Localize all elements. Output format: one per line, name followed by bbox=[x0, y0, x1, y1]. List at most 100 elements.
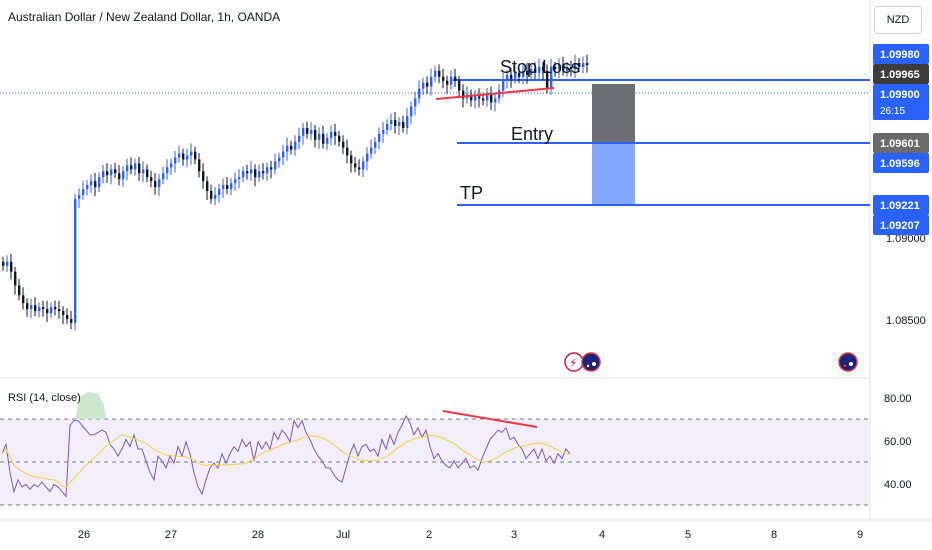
candle-up bbox=[142, 169, 145, 174]
candle-up bbox=[234, 179, 237, 184]
candle-up bbox=[330, 131, 333, 138]
event-icon-flag-au[interactable] bbox=[581, 352, 601, 372]
currency-button[interactable]: NZD bbox=[874, 6, 922, 34]
candle-up bbox=[282, 151, 285, 158]
candle-down bbox=[478, 96, 481, 99]
candle-down bbox=[322, 133, 325, 144]
rsi-tick-label: 40.00 bbox=[884, 479, 912, 491]
candle-down bbox=[490, 94, 493, 103]
event-icon-lightning[interactable]: ⚡ bbox=[564, 352, 584, 372]
candle-down bbox=[426, 82, 429, 87]
candle-down bbox=[306, 127, 309, 134]
candle-down bbox=[518, 72, 521, 77]
candle-down bbox=[482, 98, 485, 101]
candle-up bbox=[50, 307, 53, 314]
candle-up bbox=[214, 194, 217, 199]
candle-down bbox=[338, 135, 341, 142]
candle-down bbox=[270, 167, 273, 170]
candle-down bbox=[42, 307, 45, 310]
candle-up bbox=[398, 122, 401, 126]
candle-up bbox=[362, 161, 365, 170]
candle-up bbox=[326, 137, 329, 144]
candle-down bbox=[510, 74, 513, 79]
stop-loss-label: Stop Loss bbox=[500, 57, 581, 77]
candle-down bbox=[254, 169, 257, 178]
rsi-trend-line[interactable] bbox=[442, 410, 538, 428]
candle-up bbox=[294, 141, 297, 150]
candle-up bbox=[538, 66, 541, 73]
take-profit-zone[interactable] bbox=[592, 143, 635, 205]
candle-down bbox=[554, 66, 557, 69]
candle-down bbox=[138, 163, 141, 174]
candle-up bbox=[218, 189, 221, 195]
candle-down bbox=[106, 171, 109, 176]
rsi-indicator-label[interactable]: RSI (14, close) bbox=[8, 392, 81, 404]
rsi-tick-label: 60.00 bbox=[884, 436, 912, 448]
candle-up bbox=[318, 133, 321, 140]
candle-up bbox=[418, 88, 421, 99]
candle-down bbox=[462, 90, 465, 99]
candle-up bbox=[558, 64, 561, 69]
candle-up bbox=[90, 181, 93, 186]
candle-up bbox=[310, 129, 313, 134]
stop-loss-zone[interactable] bbox=[592, 84, 635, 143]
candle-up bbox=[366, 153, 369, 162]
price-trend-line[interactable] bbox=[435, 87, 555, 100]
candle-down bbox=[150, 177, 153, 182]
candle-up bbox=[378, 133, 381, 142]
candle-down bbox=[446, 80, 449, 85]
candle-down bbox=[358, 167, 361, 170]
time-axis: 26 27 28 Jul 2 3 4 5 8 9 bbox=[78, 529, 863, 541]
candle-down bbox=[534, 68, 537, 73]
time-axis-label: 2 bbox=[426, 529, 432, 541]
candle-down bbox=[542, 66, 545, 71]
price-tag: 1.09980 bbox=[873, 44, 929, 64]
candle-down bbox=[210, 190, 213, 199]
candle-up bbox=[514, 72, 517, 79]
candle-up bbox=[266, 167, 269, 174]
candle-up bbox=[414, 98, 417, 107]
candle-up bbox=[522, 70, 525, 77]
candle-up bbox=[158, 179, 161, 188]
candle-up bbox=[134, 163, 137, 170]
price-tag-text: 1.09980 bbox=[880, 49, 920, 61]
price-tick-label: 1.08500 bbox=[886, 315, 926, 327]
countdown-text: 26:15 bbox=[880, 106, 905, 117]
candle-up bbox=[450, 76, 453, 85]
candle-up bbox=[30, 305, 33, 310]
candle-down bbox=[22, 295, 25, 304]
time-axis-label: 28 bbox=[252, 529, 264, 541]
entry-label: Entry bbox=[511, 124, 554, 144]
candle-up bbox=[170, 163, 173, 168]
price-tag-text: 1.09221 bbox=[880, 200, 920, 212]
candle-down bbox=[350, 155, 353, 164]
event-icon-flag-nz[interactable] bbox=[838, 352, 858, 372]
candle-up bbox=[110, 169, 113, 176]
candle-down bbox=[58, 309, 61, 312]
candle-up bbox=[74, 198, 77, 323]
candle-down bbox=[182, 153, 185, 160]
candle-down bbox=[562, 64, 565, 71]
candle-up bbox=[498, 90, 501, 99]
candle-down bbox=[118, 173, 121, 180]
candle-down bbox=[10, 261, 13, 272]
candle-down bbox=[290, 145, 293, 150]
candle-up bbox=[122, 171, 125, 180]
time-axis-label: 27 bbox=[165, 529, 177, 541]
candle-down bbox=[34, 305, 37, 312]
candle-down bbox=[202, 171, 205, 182]
candle-down bbox=[454, 76, 457, 81]
candle-down bbox=[438, 70, 441, 77]
candle-up bbox=[126, 165, 129, 172]
candle-down bbox=[94, 181, 97, 188]
rsi-overbought-fill bbox=[75, 392, 106, 419]
rsi-tick-label: 80.00 bbox=[884, 393, 912, 405]
svg-text:⚡: ⚡ bbox=[569, 356, 577, 370]
candle-up bbox=[230, 183, 233, 189]
candle-down bbox=[546, 70, 549, 89]
time-axis-label: 8 bbox=[771, 529, 777, 541]
candle-down bbox=[226, 185, 229, 189]
candle-up bbox=[186, 155, 189, 160]
candle-down bbox=[354, 163, 357, 168]
